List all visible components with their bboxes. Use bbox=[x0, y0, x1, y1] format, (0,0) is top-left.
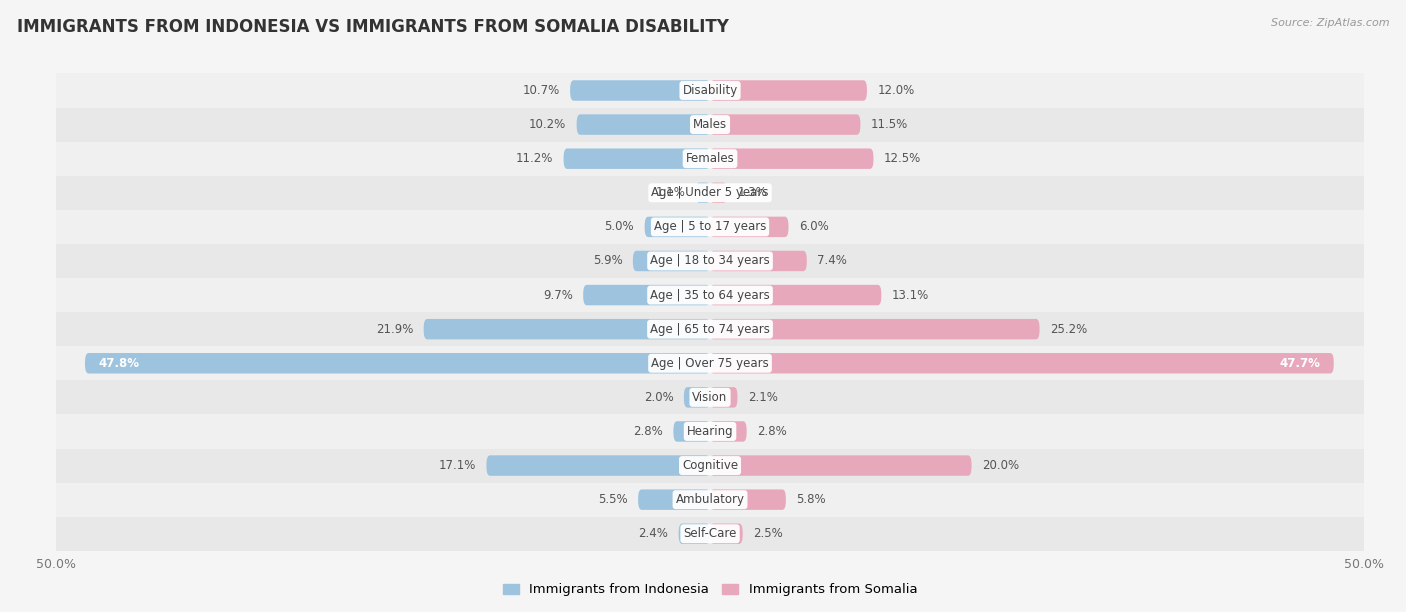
FancyBboxPatch shape bbox=[56, 517, 1364, 551]
Text: 47.8%: 47.8% bbox=[98, 357, 139, 370]
Text: 2.8%: 2.8% bbox=[756, 425, 787, 438]
FancyBboxPatch shape bbox=[710, 387, 738, 408]
FancyBboxPatch shape bbox=[710, 149, 873, 169]
FancyBboxPatch shape bbox=[84, 353, 710, 373]
FancyBboxPatch shape bbox=[710, 523, 742, 544]
Text: Self-Care: Self-Care bbox=[683, 528, 737, 540]
Text: Age | Over 75 years: Age | Over 75 years bbox=[651, 357, 769, 370]
Text: Females: Females bbox=[686, 152, 734, 165]
Text: 25.2%: 25.2% bbox=[1050, 323, 1087, 335]
Text: Disability: Disability bbox=[682, 84, 738, 97]
FancyBboxPatch shape bbox=[56, 414, 1364, 449]
FancyBboxPatch shape bbox=[710, 251, 807, 271]
FancyBboxPatch shape bbox=[696, 182, 710, 203]
Text: Hearing: Hearing bbox=[686, 425, 734, 438]
Text: IMMIGRANTS FROM INDONESIA VS IMMIGRANTS FROM SOMALIA DISABILITY: IMMIGRANTS FROM INDONESIA VS IMMIGRANTS … bbox=[17, 18, 728, 36]
Text: 47.7%: 47.7% bbox=[1279, 357, 1320, 370]
Text: 10.2%: 10.2% bbox=[529, 118, 567, 131]
Text: 5.5%: 5.5% bbox=[598, 493, 627, 506]
Text: 10.7%: 10.7% bbox=[523, 84, 560, 97]
FancyBboxPatch shape bbox=[576, 114, 710, 135]
Text: Age | 18 to 34 years: Age | 18 to 34 years bbox=[650, 255, 770, 267]
Text: Age | 5 to 17 years: Age | 5 to 17 years bbox=[654, 220, 766, 233]
Text: 13.1%: 13.1% bbox=[891, 289, 929, 302]
FancyBboxPatch shape bbox=[56, 176, 1364, 210]
FancyBboxPatch shape bbox=[710, 319, 1039, 340]
Text: 5.0%: 5.0% bbox=[605, 220, 634, 233]
Text: 5.8%: 5.8% bbox=[796, 493, 825, 506]
Text: 6.0%: 6.0% bbox=[799, 220, 828, 233]
FancyBboxPatch shape bbox=[710, 114, 860, 135]
Text: 20.0%: 20.0% bbox=[981, 459, 1019, 472]
FancyBboxPatch shape bbox=[56, 244, 1364, 278]
Text: 1.3%: 1.3% bbox=[738, 186, 768, 200]
Text: Males: Males bbox=[693, 118, 727, 131]
FancyBboxPatch shape bbox=[710, 490, 786, 510]
FancyBboxPatch shape bbox=[710, 182, 727, 203]
FancyBboxPatch shape bbox=[644, 217, 710, 237]
Text: 7.4%: 7.4% bbox=[817, 255, 848, 267]
FancyBboxPatch shape bbox=[710, 455, 972, 476]
FancyBboxPatch shape bbox=[569, 80, 710, 101]
Text: 2.1%: 2.1% bbox=[748, 391, 778, 404]
FancyBboxPatch shape bbox=[710, 217, 789, 237]
FancyBboxPatch shape bbox=[564, 149, 710, 169]
FancyBboxPatch shape bbox=[56, 73, 1364, 108]
Text: 12.0%: 12.0% bbox=[877, 84, 915, 97]
Text: Cognitive: Cognitive bbox=[682, 459, 738, 472]
FancyBboxPatch shape bbox=[679, 523, 710, 544]
Text: 21.9%: 21.9% bbox=[375, 323, 413, 335]
FancyBboxPatch shape bbox=[683, 387, 710, 408]
FancyBboxPatch shape bbox=[56, 346, 1364, 380]
FancyBboxPatch shape bbox=[710, 285, 882, 305]
FancyBboxPatch shape bbox=[56, 312, 1364, 346]
Text: 5.9%: 5.9% bbox=[593, 255, 623, 267]
FancyBboxPatch shape bbox=[56, 380, 1364, 414]
Text: 17.1%: 17.1% bbox=[439, 459, 477, 472]
FancyBboxPatch shape bbox=[710, 421, 747, 442]
FancyBboxPatch shape bbox=[56, 449, 1364, 483]
Text: 2.5%: 2.5% bbox=[754, 528, 783, 540]
FancyBboxPatch shape bbox=[583, 285, 710, 305]
Text: 11.2%: 11.2% bbox=[516, 152, 553, 165]
FancyBboxPatch shape bbox=[56, 141, 1364, 176]
FancyBboxPatch shape bbox=[486, 455, 710, 476]
Text: 2.4%: 2.4% bbox=[638, 528, 668, 540]
Text: 1.1%: 1.1% bbox=[655, 186, 685, 200]
Text: 12.5%: 12.5% bbox=[884, 152, 921, 165]
FancyBboxPatch shape bbox=[673, 421, 710, 442]
FancyBboxPatch shape bbox=[56, 108, 1364, 141]
Text: 11.5%: 11.5% bbox=[870, 118, 908, 131]
FancyBboxPatch shape bbox=[710, 353, 1334, 373]
Text: Age | 35 to 64 years: Age | 35 to 64 years bbox=[650, 289, 770, 302]
FancyBboxPatch shape bbox=[710, 80, 868, 101]
Legend: Immigrants from Indonesia, Immigrants from Somalia: Immigrants from Indonesia, Immigrants fr… bbox=[498, 578, 922, 602]
FancyBboxPatch shape bbox=[633, 251, 710, 271]
Text: 2.0%: 2.0% bbox=[644, 391, 673, 404]
Text: Ambulatory: Ambulatory bbox=[675, 493, 745, 506]
FancyBboxPatch shape bbox=[638, 490, 710, 510]
Text: Age | 65 to 74 years: Age | 65 to 74 years bbox=[650, 323, 770, 335]
FancyBboxPatch shape bbox=[423, 319, 710, 340]
Text: 2.8%: 2.8% bbox=[633, 425, 664, 438]
FancyBboxPatch shape bbox=[56, 483, 1364, 517]
Text: Age | Under 5 years: Age | Under 5 years bbox=[651, 186, 769, 200]
Text: Vision: Vision bbox=[692, 391, 728, 404]
Text: Source: ZipAtlas.com: Source: ZipAtlas.com bbox=[1271, 18, 1389, 28]
Text: 9.7%: 9.7% bbox=[543, 289, 572, 302]
FancyBboxPatch shape bbox=[56, 278, 1364, 312]
FancyBboxPatch shape bbox=[56, 210, 1364, 244]
